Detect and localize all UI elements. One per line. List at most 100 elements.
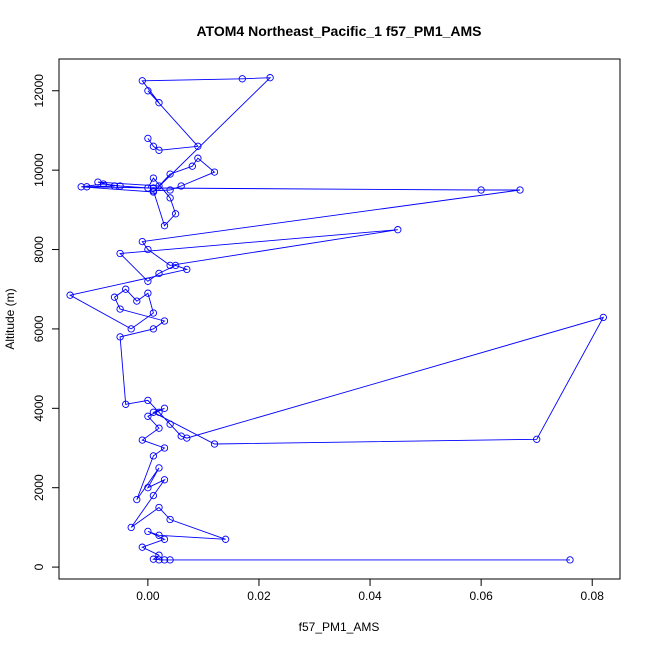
data-point xyxy=(144,184,152,192)
data-point xyxy=(394,226,402,234)
data-point xyxy=(122,400,130,408)
data-point xyxy=(160,222,169,230)
data-point xyxy=(127,325,135,333)
y-tick-label: 6000 xyxy=(32,315,46,342)
data-point xyxy=(138,543,146,551)
data-point xyxy=(210,440,219,448)
data-point xyxy=(116,333,124,341)
y-tick-label: 8000 xyxy=(32,236,46,263)
data-point xyxy=(144,87,152,95)
data-point xyxy=(122,285,130,293)
data-point xyxy=(516,186,524,194)
data-point xyxy=(110,293,119,301)
data-point xyxy=(138,77,146,85)
data-point xyxy=(83,183,91,191)
data-point xyxy=(188,162,196,170)
y-tick-label: 0 xyxy=(32,563,46,570)
y-axis: 0 2000 4000 6000 8000 10000 12000 xyxy=(32,74,60,570)
data-point xyxy=(144,527,152,536)
plot-frame xyxy=(58,58,621,580)
data-point xyxy=(155,531,163,539)
y-tick-label: 10000 xyxy=(32,153,46,187)
y-tick-label: 12000 xyxy=(32,74,46,108)
data-point xyxy=(160,556,169,564)
data-point xyxy=(149,188,158,196)
data-point xyxy=(166,261,174,270)
data-point xyxy=(171,261,180,270)
data-point xyxy=(155,408,163,416)
data-point xyxy=(133,495,141,504)
data-point xyxy=(160,444,169,452)
data-point xyxy=(155,551,163,559)
y-tick-label: 2000 xyxy=(32,474,46,501)
data-point xyxy=(138,237,146,246)
x-tick-label: 0.04 xyxy=(358,589,382,603)
data-point xyxy=(599,313,607,322)
x-tick-label: 0.00 xyxy=(136,589,160,603)
x-axis-label: f57_PM1_AMS xyxy=(299,620,380,634)
data-point xyxy=(160,317,169,325)
data-point xyxy=(155,182,163,190)
data-point xyxy=(533,435,541,443)
x-axis: 0.00 0.02 0.04 0.06 0.08 xyxy=(136,578,605,603)
data-point xyxy=(210,168,219,176)
y-tick-label: 4000 xyxy=(32,395,46,422)
data-point xyxy=(171,210,180,218)
data-point xyxy=(160,404,169,412)
x-tick-label: 0.06 xyxy=(469,589,493,603)
data-point xyxy=(149,325,158,333)
data-point xyxy=(177,432,185,440)
data-point xyxy=(116,305,124,313)
data-point xyxy=(166,194,174,202)
data-point xyxy=(149,174,158,182)
data-point xyxy=(149,142,158,150)
y-axis-label: Altitude (m) xyxy=(3,288,17,349)
data-point xyxy=(194,142,202,150)
data-point xyxy=(144,245,152,254)
data-point xyxy=(149,309,158,317)
data-point xyxy=(166,515,174,524)
data-point xyxy=(144,277,152,285)
data-point xyxy=(155,424,163,432)
data-point xyxy=(183,265,191,274)
data-point xyxy=(160,476,169,484)
series-line xyxy=(68,77,605,561)
data-point xyxy=(194,154,202,162)
data-point xyxy=(149,452,158,460)
x-tick-label: 0.02 xyxy=(247,589,271,603)
data-point xyxy=(66,291,74,299)
data-point xyxy=(144,134,152,143)
data-point xyxy=(160,535,169,543)
data-point xyxy=(144,484,152,492)
chart-title: ATOM4 Northeast_Pacific_1 f57_PM1_AMS xyxy=(196,23,481,39)
data-point xyxy=(155,146,163,154)
data-point xyxy=(155,503,163,512)
data-point xyxy=(221,535,230,543)
data-point xyxy=(177,182,185,190)
data-point xyxy=(144,412,152,420)
data-point xyxy=(266,74,274,82)
data-point xyxy=(166,170,174,178)
data-point xyxy=(127,523,135,532)
data-point xyxy=(155,464,163,472)
data-point xyxy=(566,556,574,564)
data-point xyxy=(149,408,158,416)
data-point xyxy=(166,186,174,194)
data-point xyxy=(116,249,124,258)
data-point xyxy=(155,556,163,564)
data-point xyxy=(133,297,141,305)
data-point xyxy=(149,491,158,500)
series-layer xyxy=(66,74,607,564)
x-tick-label: 0.08 xyxy=(581,589,605,603)
data-point xyxy=(238,75,246,83)
data-point xyxy=(477,186,485,194)
data-point xyxy=(110,182,119,190)
data-point xyxy=(144,289,152,297)
data-point xyxy=(155,269,163,278)
data-point xyxy=(77,183,85,191)
data-point xyxy=(99,180,108,188)
data-point xyxy=(116,182,124,190)
data-point xyxy=(149,555,158,563)
data-point xyxy=(155,99,163,107)
